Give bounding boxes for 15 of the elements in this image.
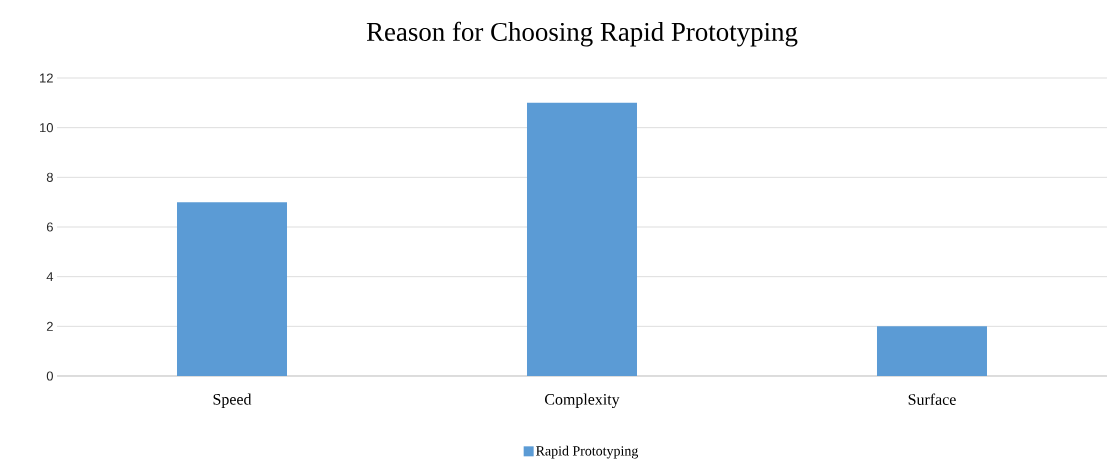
y-tick-label: 4 <box>46 272 54 282</box>
y-tick-label: 12 <box>40 73 53 83</box>
y-tick-label: 8 <box>46 172 53 182</box>
chart-title: Reason for Choosing Rapid Prototyping <box>366 21 798 47</box>
y-tick-label: 10 <box>40 123 53 133</box>
bar <box>876 326 987 376</box>
bar <box>526 102 637 376</box>
y-tick-label: 0 <box>46 371 53 381</box>
x-tick-label: Surface <box>908 393 956 405</box>
x-tick-label: Speed <box>213 393 252 408</box>
y-tick-label: 2 <box>46 321 53 331</box>
x-tick-label: Complexity <box>545 393 620 409</box>
legend-label: Rapid Prototyping <box>536 445 639 459</box>
y-tick-label: 6 <box>46 222 53 232</box>
bar <box>177 202 287 376</box>
